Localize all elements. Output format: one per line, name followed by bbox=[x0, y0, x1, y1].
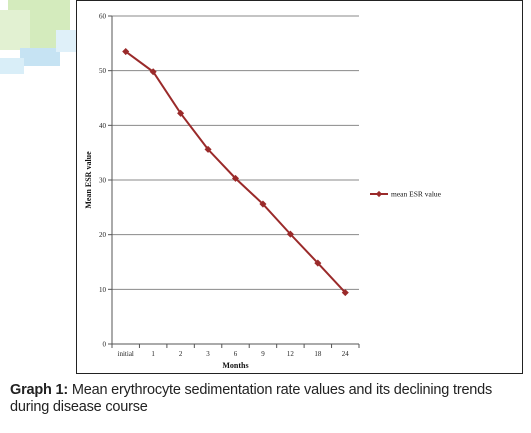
y-tick-labels: 0 10 20 30 40 50 60 bbox=[99, 13, 107, 349]
axes bbox=[108, 15, 360, 348]
x-tick-label-3: 3 bbox=[206, 350, 210, 358]
series-line bbox=[125, 50, 347, 294]
x-tick-label-initial: initial bbox=[118, 350, 134, 358]
y-tick-label-40: 40 bbox=[99, 122, 107, 130]
x-tick-label-9: 9 bbox=[261, 350, 265, 358]
y-tick-label-0: 0 bbox=[103, 341, 107, 349]
x-tick-label-6: 6 bbox=[234, 350, 238, 358]
x-axis-title: Months bbox=[222, 361, 248, 370]
y-tick-label-60: 60 bbox=[99, 13, 107, 21]
y-tick-label-30: 30 bbox=[99, 177, 107, 185]
chart-frame: 0 10 20 30 40 50 60 initial 1 2 3 6 9 12 18 24 Mean ES… bbox=[76, 0, 523, 374]
data-point-6 bbox=[231, 174, 240, 182]
caption-label: Graph 1: bbox=[10, 382, 69, 398]
legend-label: mean ESR value bbox=[391, 190, 442, 199]
y-axis-title: Mean ESR value bbox=[84, 151, 93, 209]
decorative-corner-pattern bbox=[0, 0, 76, 80]
data-point-3 bbox=[204, 145, 212, 153]
x-tick-labels: initial 1 2 3 6 9 12 18 24 bbox=[118, 350, 350, 358]
y-tick-label-20: 20 bbox=[99, 231, 107, 239]
data-point-18 bbox=[314, 259, 322, 267]
x-tick-label-24: 24 bbox=[342, 350, 350, 358]
data-point-2 bbox=[177, 109, 185, 117]
y-tick-label-10: 10 bbox=[99, 286, 107, 294]
x-tick-label-18: 18 bbox=[314, 350, 322, 358]
x-tick-label-2: 2 bbox=[179, 350, 183, 358]
legend: mean ESR value bbox=[370, 190, 442, 199]
y-tick-label-50: 50 bbox=[99, 67, 107, 75]
data-point-24 bbox=[341, 289, 349, 297]
x-tick-label-1: 1 bbox=[151, 350, 155, 358]
data-point-12 bbox=[286, 230, 294, 238]
figure-caption: Graph 1: Mean erythrocyte sedimentation … bbox=[10, 382, 525, 416]
x-tick-label-12: 12 bbox=[287, 350, 295, 358]
series-mean-esr bbox=[122, 47, 349, 297]
caption-text: Mean erythrocyte sedimentation rate valu… bbox=[10, 382, 493, 415]
data-point-9 bbox=[259, 200, 267, 208]
legend-marker bbox=[375, 190, 383, 198]
data-point-1 bbox=[149, 68, 157, 76]
grid-lines bbox=[112, 15, 359, 290]
